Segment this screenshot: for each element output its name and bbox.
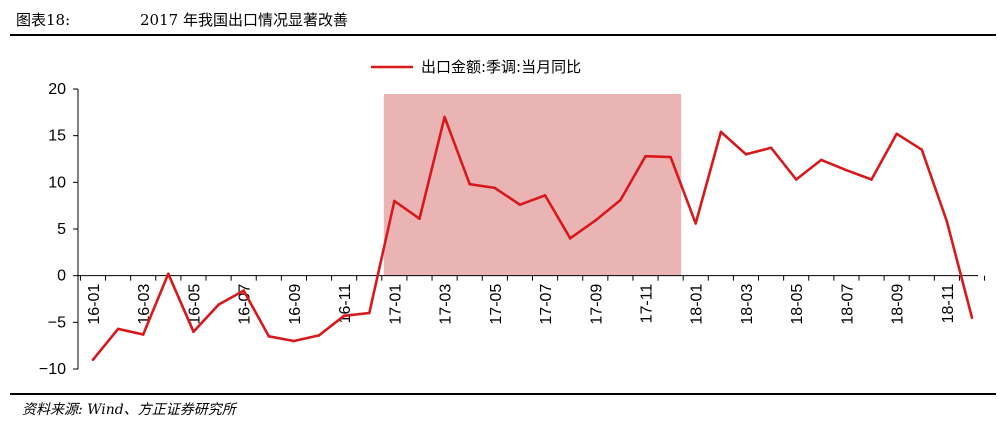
data-point: [543, 194, 547, 197]
x-tick-label: 18-05: [789, 284, 806, 325]
data-point: [91, 358, 95, 361]
data-point: [845, 168, 848, 172]
data-point: [619, 198, 622, 202]
source-note: 资料来源: Wind、方正证券研究所: [22, 402, 236, 418]
figure-label: 图表18:: [16, 11, 71, 29]
x-tick-label: 16-07: [237, 284, 254, 325]
data-point: [719, 130, 723, 134]
data-point: [870, 178, 873, 181]
data-point: [644, 154, 647, 158]
x-tick-label: 16-11: [337, 284, 354, 324]
data-point: [167, 272, 170, 276]
data-point: [317, 334, 321, 337]
x-tick-label: 17-01: [387, 284, 404, 325]
data-point: [342, 314, 346, 318]
x-tick-label: 16-05: [186, 284, 203, 325]
x-tick-label: 17-05: [488, 284, 505, 325]
x-tick-label: 18-03: [739, 284, 756, 325]
y-tick-label: −10: [39, 361, 66, 378]
data-point: [970, 316, 974, 319]
data-point: [744, 153, 748, 156]
y-tick-label: 5: [57, 221, 66, 238]
x-tick-label: 16-09: [287, 284, 304, 325]
data-point: [895, 132, 898, 136]
x-tick-label: 16-01: [86, 284, 103, 325]
x-tick-label: 18-11: [940, 284, 957, 324]
data-point: [217, 303, 220, 306]
data-point: [593, 219, 597, 222]
data-point: [468, 182, 472, 186]
data-point: [568, 237, 572, 240]
legend-label: 出口金额:季调:当月同比: [421, 58, 581, 76]
data-point: [267, 335, 271, 338]
series-line: [91, 115, 974, 361]
x-tick-label: 18-07: [839, 284, 856, 325]
data-point: [820, 158, 823, 162]
y-tick-label: 20: [48, 81, 66, 98]
data-point: [242, 289, 245, 292]
data-point: [518, 203, 522, 207]
data-point: [141, 333, 145, 336]
data-point: [794, 178, 798, 181]
x-tick-label: 17-07: [538, 284, 555, 325]
data-point: [367, 311, 371, 315]
x-tick-label: 18-01: [689, 284, 706, 325]
highlight-band: [383, 94, 682, 276]
figure-title-text: 2017 年我国出口情况显著改善: [140, 11, 348, 29]
data-point: [443, 115, 446, 119]
x-tick-label: 16-03: [136, 284, 153, 325]
data-point: [116, 327, 120, 331]
top-rule: [10, 34, 996, 36]
y-tick-label: 15: [48, 128, 66, 145]
figure-title: 图表18: 2017 年我国出口情况显著改善: [16, 9, 348, 30]
data-point: [393, 199, 396, 203]
x-tick-label: 17-11: [639, 284, 656, 324]
data-point: [769, 146, 773, 150]
x-tick-label: 17-09: [588, 284, 605, 325]
data-point: [920, 148, 924, 151]
data-point: [694, 222, 698, 225]
y-tick-label: 10: [48, 174, 66, 191]
x-tick-label: 18-09: [890, 284, 907, 325]
bottom-rule: [10, 393, 996, 395]
y-tick-label: −5: [48, 314, 66, 331]
data-point: [493, 186, 497, 190]
data-point: [418, 217, 421, 221]
data-point: [945, 220, 949, 223]
data-point: [292, 339, 296, 343]
data-point: [669, 155, 672, 159]
x-tick-label: 17-03: [438, 284, 455, 325]
data-point: [192, 330, 195, 333]
y-tick-label: 0: [57, 268, 66, 285]
